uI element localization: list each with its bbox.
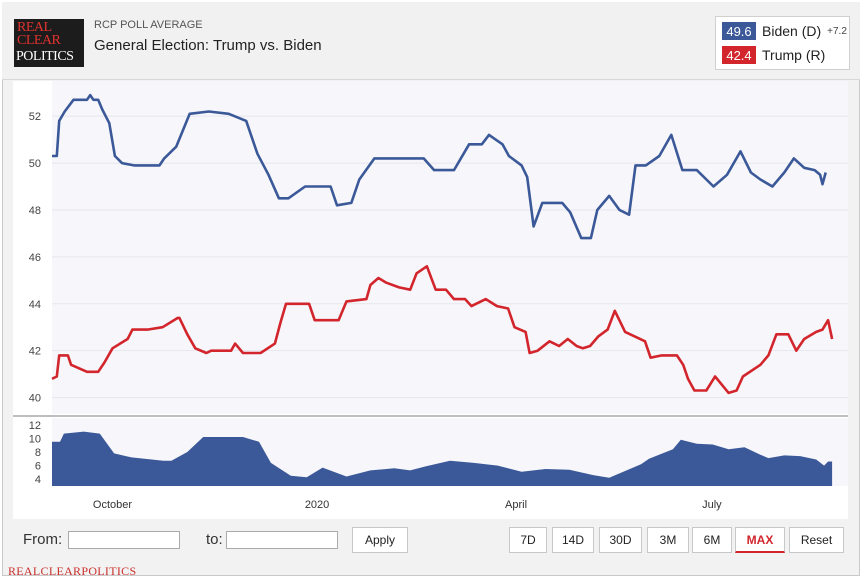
chart-title: General Election: Trump vs. Biden [94, 37, 322, 54]
range-30d-button[interactable]: 30D [599, 527, 642, 553]
header: REAL CLEAR POLITICS RCP POLL AVERAGE Gen… [2, 2, 860, 80]
y-tick-label-42: 42 [29, 346, 41, 358]
chart-subtitle: RCP POLL AVERAGE [94, 19, 203, 31]
logo-line-3: POLITICS [16, 49, 74, 64]
reset-button[interactable]: Reset [789, 527, 844, 553]
spread-tick-label-10: 10 [29, 433, 41, 445]
trump-value-badge: 42.4 [722, 46, 756, 64]
y-tick-label-48: 48 [29, 205, 41, 217]
x-label-2020: 2020 [305, 499, 329, 511]
spread-tick-label-12: 12 [29, 420, 41, 432]
spread-tick-label-6: 6 [35, 461, 41, 473]
spread-tick-label-4: 4 [35, 474, 41, 486]
y-tick-label-50: 50 [29, 158, 41, 170]
range-3m-button[interactable]: 3M [647, 527, 689, 553]
to-date-input[interactable] [226, 531, 338, 549]
x-label-october: October [93, 499, 132, 511]
legend-trump: 42.4 Trump (R) [722, 45, 825, 65]
range-14d-button[interactable]: 14D [552, 527, 594, 553]
date-controls: From: to: Apply 7D 14D 30D 3M 6M MAX Res… [2, 519, 860, 561]
to-label: to: [206, 531, 223, 548]
logo-line-1: REAL [17, 20, 52, 35]
x-label-april: April [505, 499, 527, 511]
y-tick-label-40: 40 [29, 393, 41, 405]
from-date-input[interactable] [68, 531, 180, 549]
main-plot-background [52, 81, 848, 414]
x-label-july: July [702, 499, 722, 511]
trump-line [51, 265, 834, 395]
range-7d-button[interactable]: 7D [509, 527, 547, 553]
spread-area [52, 431, 833, 486]
biden-name: Biden (D) [762, 23, 822, 39]
rcp-logo: REAL CLEAR POLITICS [14, 19, 84, 67]
range-6m-button[interactable]: 6M [692, 527, 732, 553]
y-tick-label-44: 44 [29, 299, 41, 311]
range-max-button[interactable]: MAX [735, 527, 785, 553]
y-tick-label-46: 46 [29, 252, 41, 264]
y-tick-label-52: 52 [29, 111, 41, 123]
chart-area[interactable]: 40 42 44 46 48 50 52 4 6 8 10 12 October 2020 April Jul… [13, 81, 848, 519]
trump-name: Trump (R) [762, 47, 826, 63]
logo-line-2: CLEAR [17, 33, 61, 48]
legend-biden: 49.6 Biden (D) +7.2 [722, 21, 847, 41]
biden-value-badge: 49.6 [722, 22, 756, 40]
biden-spread: +7.2 [827, 25, 847, 37]
from-label: From: [23, 531, 63, 548]
apply-button[interactable]: Apply [352, 527, 408, 553]
biden-line [52, 93, 827, 240]
chart-legend: 49.6 Biden (D) +7.2 42.4 Trump (R) [715, 16, 850, 70]
spread-tick-label-8: 8 [35, 447, 41, 459]
footer-brand[interactable]: REALCLEARPOLITICS [8, 564, 137, 578]
